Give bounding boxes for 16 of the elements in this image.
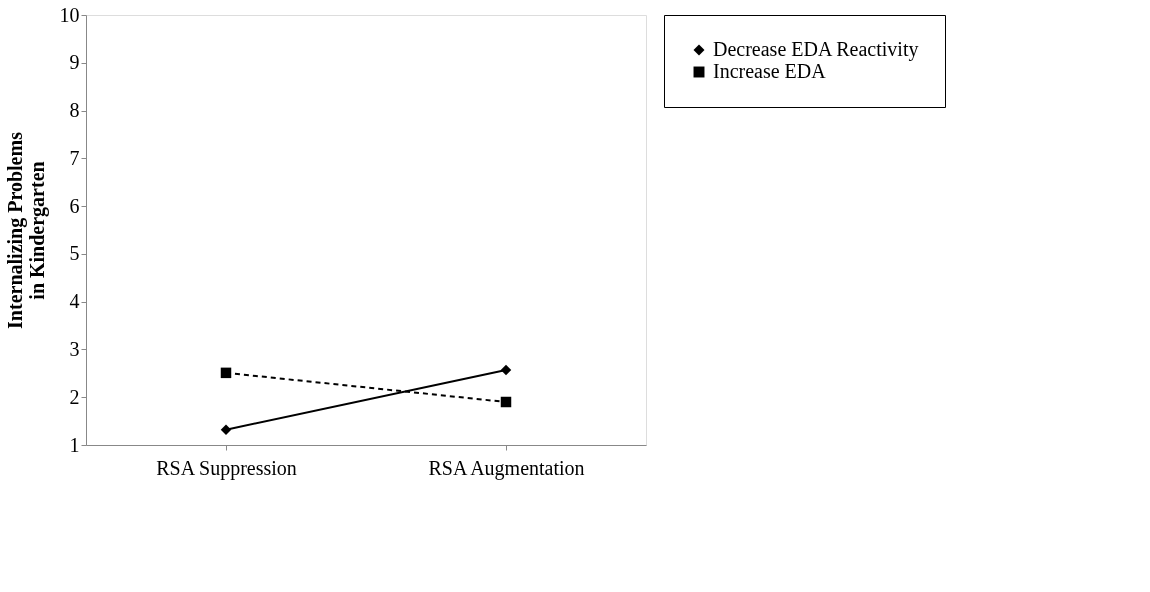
y-tick-label: 10 xyxy=(59,3,80,26)
y-tick-label: 3 xyxy=(69,337,80,360)
y-tick-label: 6 xyxy=(69,194,80,217)
x-tick-label: RSA Suppression xyxy=(156,456,297,480)
legend-label: Increase EDA xyxy=(713,60,827,82)
y-tick-label: 1 xyxy=(69,433,80,456)
y-axis-title: Internalizing Problems in Kindergarten xyxy=(3,131,49,329)
x-tick-label: RSA Augmentation xyxy=(428,456,585,480)
y-tick-label: 4 xyxy=(69,290,80,313)
y-tick-label: 2 xyxy=(69,385,80,408)
y-tick-label: 9 xyxy=(69,51,80,74)
y-tick-label: 7 xyxy=(69,146,80,169)
y-tick-label: 5 xyxy=(69,242,80,265)
y-tick-label: 8 xyxy=(69,99,80,122)
point xyxy=(500,364,512,376)
legend-label: Decrease EDA Reactivity xyxy=(713,38,919,61)
